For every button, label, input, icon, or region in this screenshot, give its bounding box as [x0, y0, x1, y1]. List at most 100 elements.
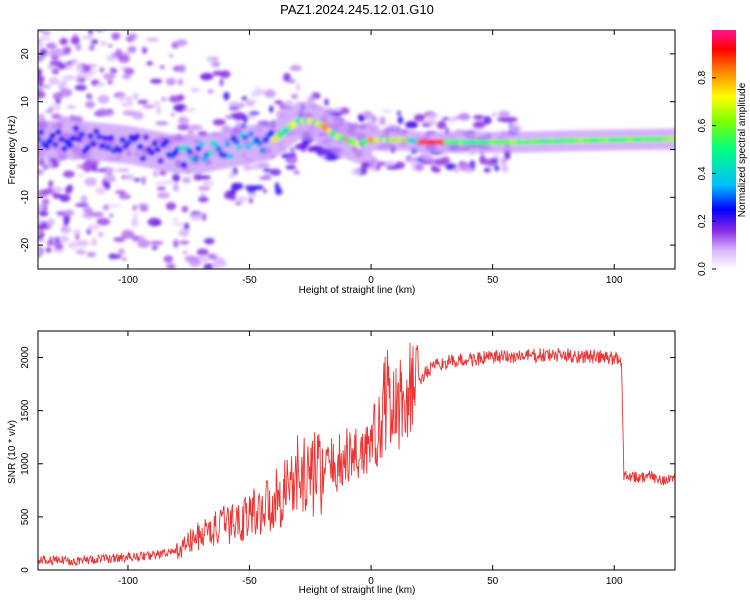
noise-blob — [54, 245, 64, 250]
ridge-halo — [133, 127, 137, 166]
noise-blob — [155, 121, 169, 126]
noise-blob — [92, 39, 99, 45]
noise-blob — [59, 88, 73, 97]
noise-blob — [86, 252, 97, 258]
noise-blob — [137, 99, 149, 105]
noise-blob — [505, 116, 518, 123]
noise-blob — [75, 203, 89, 208]
ridge-halo — [231, 128, 234, 168]
ridge-halo — [185, 135, 188, 174]
noise-blob — [82, 163, 93, 173]
noise-blob — [358, 114, 365, 123]
ridge-halo — [114, 124, 118, 163]
noise-blob — [102, 73, 116, 80]
noise-blob — [38, 157, 45, 166]
noise-blob — [177, 124, 191, 131]
ridge-cell — [139, 155, 147, 162]
spectrogram-x-tick-label: -50 — [242, 275, 257, 286]
noise-blob — [95, 30, 104, 33]
noise-blob — [51, 68, 60, 75]
noise-blob — [122, 110, 137, 116]
noise-blob — [123, 67, 135, 75]
ridge-halo — [82, 121, 86, 160]
ridge-cell — [180, 161, 188, 168]
ridge-halo — [87, 121, 91, 161]
noise-blob — [375, 165, 381, 171]
noise-blob — [81, 213, 94, 219]
noise-blob — [118, 94, 126, 102]
ridge-cell — [142, 134, 150, 141]
noise-blob — [165, 77, 176, 86]
ridge-halo — [104, 123, 108, 162]
noise-blob — [181, 205, 189, 213]
noise-blob — [81, 64, 92, 71]
spectrogram-y-tick-label: 0 — [20, 146, 31, 152]
noise-blob — [154, 181, 165, 186]
ridge-cell — [58, 136, 65, 143]
noise-blob — [307, 96, 316, 103]
noise-blob — [39, 48, 48, 57]
ridge-halo — [85, 121, 88, 160]
noise-blob — [55, 236, 60, 244]
noise-blob — [67, 184, 74, 189]
ridge-cell — [101, 135, 109, 142]
noise-blob — [172, 183, 179, 192]
colorbar-tick-label: 0.4 — [697, 166, 708, 180]
ridge-cell — [133, 133, 141, 140]
ridge-cell — [55, 128, 62, 135]
noise-blob — [153, 100, 161, 107]
ridge-cell — [84, 144, 91, 151]
noise-blob — [204, 181, 215, 186]
noise-blob — [201, 212, 207, 222]
noise-blob — [492, 154, 499, 159]
noise-blob — [396, 110, 401, 116]
snr-y-tick-label: 500 — [20, 508, 31, 525]
noise-blob — [54, 25, 68, 29]
noise-blob — [84, 177, 97, 187]
ridge-cell — [148, 149, 155, 156]
ridge-cell — [38, 129, 45, 136]
noise-blob — [38, 68, 43, 77]
noise-blob — [121, 74, 132, 80]
noise-blob — [59, 37, 69, 46]
noise-blob — [38, 77, 45, 84]
noise-blob — [242, 164, 253, 172]
snr-y-label: SNR (10 * v/v) — [7, 420, 18, 484]
noise-blob — [38, 113, 45, 123]
noise-blob — [178, 228, 190, 237]
snr-x-tick-label: 0 — [368, 576, 374, 587]
noise-blob — [448, 116, 457, 123]
noise-blob — [149, 241, 164, 245]
noise-blob — [253, 87, 264, 97]
ridge-halo — [177, 135, 181, 174]
noise-blob — [62, 75, 76, 81]
noise-blob — [38, 203, 44, 212]
noise-blob — [75, 43, 82, 51]
noise-blob — [211, 61, 221, 68]
noise-blob — [81, 35, 90, 40]
ridge-halo — [228, 129, 232, 168]
noise-blob — [182, 250, 188, 255]
ridge-halo — [197, 135, 200, 174]
noise-blob — [121, 229, 135, 239]
noise-blob — [127, 46, 137, 54]
noise-blob — [146, 37, 160, 42]
noise-blob — [48, 186, 53, 193]
ridge-halo — [95, 122, 98, 161]
noise-blob — [274, 182, 280, 191]
noise-blob — [264, 89, 276, 98]
noise-blob — [96, 82, 106, 88]
noise-blob — [504, 151, 509, 161]
spectrogram-y-label: Frequency (Hz) — [7, 116, 18, 185]
ridge-cell — [136, 143, 144, 150]
noise-blob — [453, 168, 459, 173]
spectrogram-x-tick-label: 100 — [606, 275, 623, 286]
noise-blob — [70, 116, 84, 122]
noise-blob — [62, 209, 75, 217]
ridge-halo — [41, 120, 45, 160]
noise-blob — [158, 170, 167, 176]
ridge-cell — [87, 133, 94, 140]
noise-blob — [38, 210, 49, 217]
noise-blob — [473, 121, 486, 128]
noise-blob — [80, 195, 88, 204]
